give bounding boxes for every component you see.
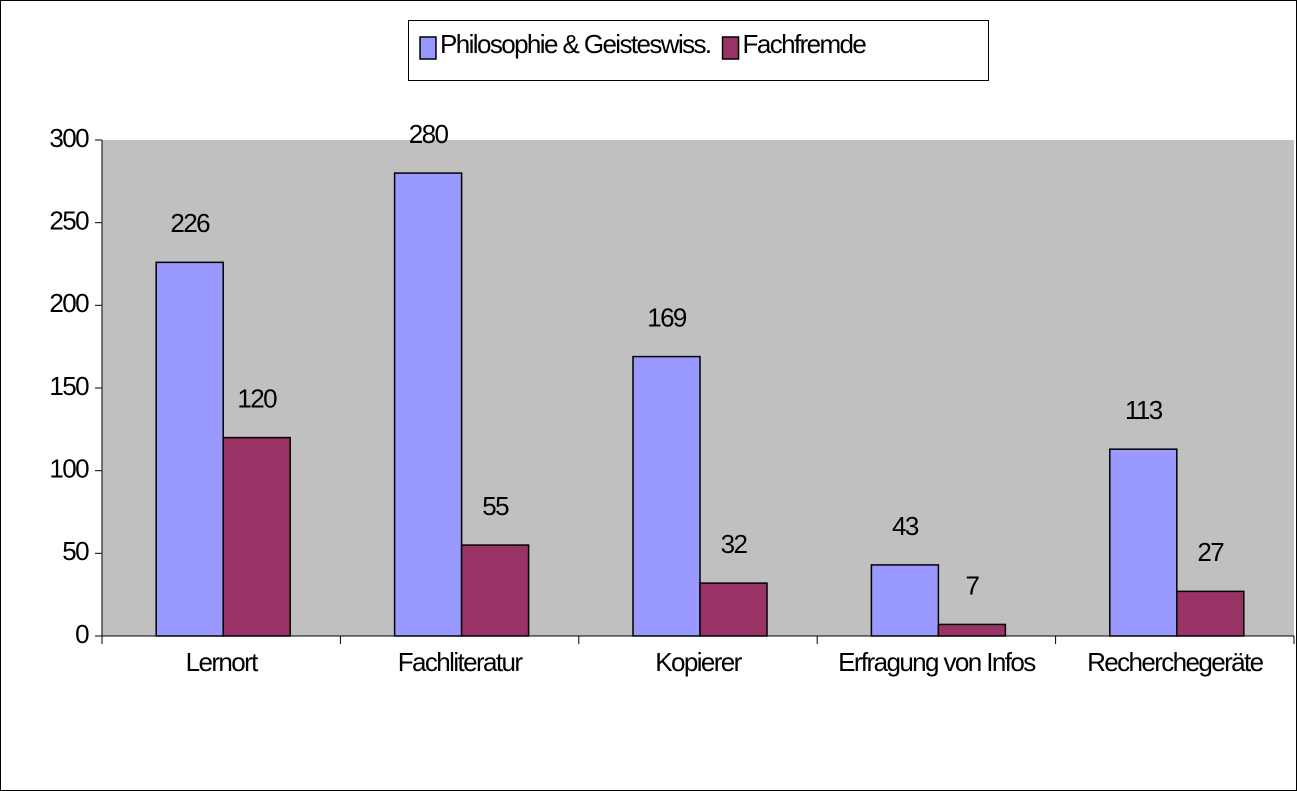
y-tick-label: 200	[49, 288, 89, 318]
legend-swatch	[721, 36, 740, 60]
legend-label: Philosophie & Geisteswiss.	[440, 29, 711, 59]
value-label: 120	[237, 383, 277, 413]
bar	[870, 564, 940, 637]
bar	[1109, 448, 1178, 637]
y-tick-label: 50	[62, 536, 89, 566]
value-label: 27	[1197, 537, 1224, 567]
x-tick-label: Erfragung von Infos	[838, 647, 1036, 677]
value-label: 43	[892, 511, 919, 541]
x-tick-label: Lernort	[186, 647, 260, 677]
bar	[222, 436, 291, 637]
y-tick-label: 100	[49, 454, 89, 484]
value-label: 226	[170, 208, 210, 238]
bar	[632, 355, 701, 637]
bar	[937, 623, 1007, 637]
y-tick-label: 0	[75, 619, 89, 649]
x-tick-label: Fachliteratur	[398, 647, 524, 677]
bar	[1176, 590, 1245, 637]
legend-box	[408, 20, 989, 81]
y-tick-label: 150	[49, 371, 89, 401]
bar	[460, 544, 530, 637]
value-label: 32	[721, 529, 748, 559]
y-tick-label: 250	[49, 206, 89, 236]
x-tick-label: Recherchegeräte	[1087, 647, 1264, 677]
y-tick-label: 300	[49, 123, 89, 153]
x-tick-label: Kopierer	[655, 647, 742, 677]
value-label: 113	[1125, 395, 1163, 425]
legend-label: Fachfremde	[743, 29, 867, 59]
value-label: 169	[647, 302, 687, 332]
bar	[155, 261, 224, 637]
bar	[699, 582, 768, 637]
bar	[393, 172, 463, 637]
value-label: 280	[409, 119, 449, 149]
legend-swatch	[419, 36, 437, 60]
value-label: 55	[482, 491, 509, 521]
value-label: 7	[965, 570, 979, 600]
